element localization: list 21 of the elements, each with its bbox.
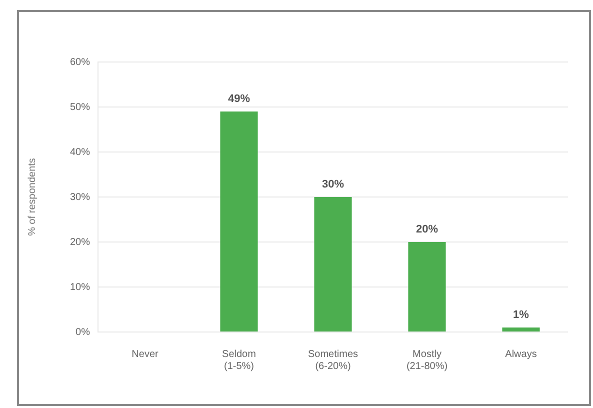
y-tick-label: 30% xyxy=(70,192,90,203)
x-tick-label: Never xyxy=(132,348,159,360)
y-tick-label: 20% xyxy=(70,236,90,248)
bar xyxy=(220,112,258,332)
data-label: 30% xyxy=(322,178,344,191)
y-tick-label: 40% xyxy=(70,146,90,158)
x-tick-label: Seldom (1-5%) xyxy=(222,348,256,372)
data-label: 20% xyxy=(416,224,438,236)
x-tick-label: Mostly (21-80%) xyxy=(406,348,448,372)
bar xyxy=(408,242,446,332)
bar xyxy=(314,197,352,332)
y-tick-label: 50% xyxy=(70,102,90,113)
x-tick-label: Always xyxy=(505,348,537,360)
y-tick-label: 10% xyxy=(70,282,90,293)
y-tick-label: 60% xyxy=(70,56,90,68)
y-tick-label: 0% xyxy=(76,326,90,338)
data-label: 1% xyxy=(513,309,530,322)
bar xyxy=(502,328,540,332)
y-axis-title: % of respondents xyxy=(26,158,38,236)
data-label: 49% xyxy=(228,93,250,106)
x-tick-label: Sometimes (6-20%) xyxy=(308,348,358,372)
